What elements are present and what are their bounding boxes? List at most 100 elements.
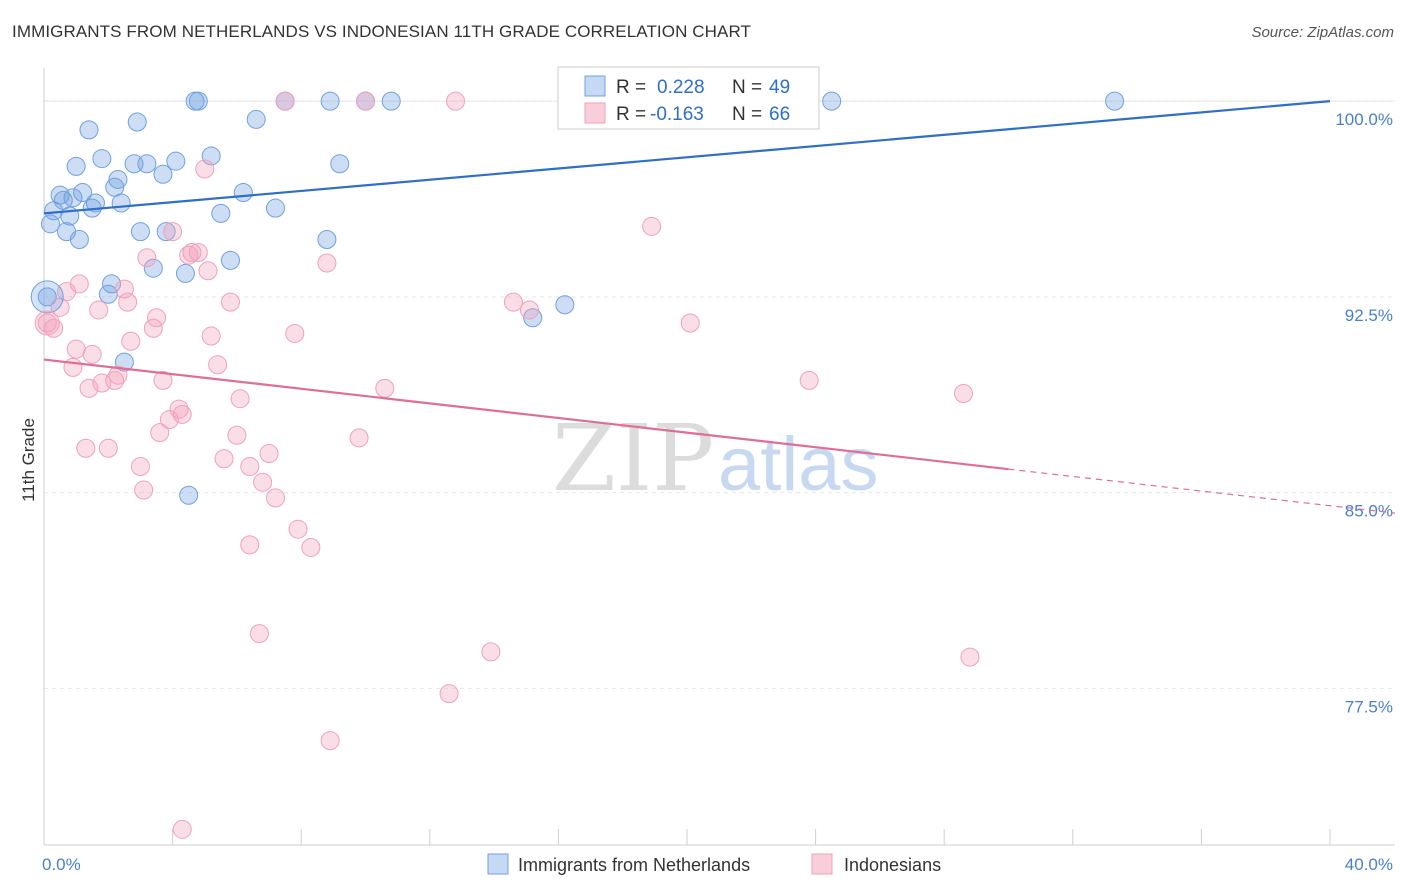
axes: 100.0% 92.5% 85.0% 77.5% 0.0% 40.0% bbox=[42, 68, 1395, 874]
bottom-legend-swatch-netherlands bbox=[487, 853, 509, 875]
point-indonesians bbox=[147, 308, 167, 328]
point-netherlands bbox=[320, 91, 340, 111]
point-netherlands bbox=[73, 183, 93, 202]
point-netherlands bbox=[381, 91, 401, 111]
point-netherlands bbox=[555, 295, 575, 315]
trend-line-indonesians-extension bbox=[1008, 468, 1396, 514]
point-indonesians bbox=[249, 624, 269, 644]
point-indonesians bbox=[44, 318, 64, 338]
legend-swatch-netherlands bbox=[584, 75, 606, 97]
point-indonesians bbox=[240, 457, 260, 477]
point-indonesians bbox=[230, 389, 250, 409]
point-netherlands bbox=[523, 308, 543, 328]
point-netherlands bbox=[127, 112, 147, 132]
point-indonesians bbox=[105, 370, 125, 390]
point-indonesians bbox=[195, 159, 215, 179]
point-indonesians bbox=[82, 344, 102, 364]
point-netherlands bbox=[822, 91, 842, 111]
point-indonesians bbox=[288, 519, 308, 539]
point-indonesians bbox=[349, 428, 369, 448]
watermark-zip: ZIP bbox=[552, 405, 714, 512]
point-indonesians bbox=[446, 91, 466, 111]
legend-r-value-indonesians: -0.163 bbox=[650, 104, 704, 125]
point-indonesians bbox=[172, 404, 192, 424]
point-netherlands bbox=[69, 229, 89, 249]
point-indonesians bbox=[182, 243, 202, 263]
point-indonesians bbox=[137, 248, 157, 268]
point-indonesians bbox=[259, 444, 279, 463]
point-indonesians bbox=[69, 274, 89, 294]
point-indonesians bbox=[503, 292, 523, 312]
point-netherlands bbox=[108, 169, 128, 189]
x-tick-label-max: 40.0% bbox=[1345, 855, 1393, 874]
point-indonesians bbox=[680, 313, 700, 333]
point-indonesians bbox=[214, 449, 234, 469]
point-netherlands-large bbox=[30, 280, 64, 314]
point-indonesians bbox=[220, 292, 240, 312]
point-indonesians bbox=[519, 300, 539, 320]
legend-r-value-netherlands: 0.228 bbox=[657, 77, 705, 98]
point-indonesians bbox=[642, 216, 662, 236]
point-indonesians bbox=[89, 300, 109, 320]
point-netherlands bbox=[1105, 91, 1125, 111]
point-indonesians bbox=[301, 537, 321, 557]
y-axis-label: 11th Grade bbox=[19, 418, 38, 502]
legend-swatch-indonesians bbox=[584, 102, 606, 124]
point-indonesians bbox=[375, 378, 395, 398]
point-indonesians-large bbox=[34, 310, 60, 336]
chart-source: Source: ZipAtlas.com bbox=[1251, 24, 1394, 41]
point-indonesians bbox=[356, 91, 375, 111]
bottom-legend-label-netherlands: Immigrants from Netherlands bbox=[518, 855, 750, 875]
legend-n-label-2: N = bbox=[732, 104, 762, 125]
point-netherlands bbox=[92, 149, 112, 169]
point-netherlands bbox=[265, 198, 285, 218]
point-indonesians bbox=[108, 365, 128, 385]
point-indonesians bbox=[198, 261, 218, 281]
point-netherlands bbox=[37, 287, 57, 307]
point-indonesians bbox=[143, 318, 163, 338]
point-indonesians bbox=[172, 819, 192, 839]
watermark-atlas: atlas bbox=[718, 422, 879, 507]
point-indonesians bbox=[66, 339, 86, 359]
point-netherlands bbox=[130, 222, 150, 242]
point-indonesians bbox=[201, 326, 221, 346]
point-indonesians bbox=[79, 378, 99, 398]
point-indonesians bbox=[121, 331, 141, 351]
point-indonesians bbox=[118, 292, 138, 312]
point-indonesians bbox=[240, 535, 260, 555]
point-indonesians bbox=[227, 425, 247, 445]
point-indonesians bbox=[320, 731, 340, 751]
point-indonesians bbox=[481, 642, 501, 662]
point-indonesians bbox=[265, 488, 285, 508]
legend-n-value-indonesians: 66 bbox=[769, 104, 790, 125]
point-netherlands bbox=[66, 156, 86, 176]
point-netherlands bbox=[102, 274, 122, 294]
trend-lines bbox=[43, 100, 1396, 514]
point-netherlands bbox=[188, 91, 208, 111]
point-indonesians bbox=[130, 457, 150, 477]
legend-n-value-netherlands: 49 bbox=[769, 77, 790, 98]
point-indonesians bbox=[37, 313, 57, 333]
legend-n-label-1: N = bbox=[732, 77, 762, 98]
legend-r-label-2: R = bbox=[616, 104, 646, 125]
point-indonesians bbox=[953, 383, 973, 403]
y-tick-label: 92.5% bbox=[1345, 306, 1393, 325]
point-netherlands bbox=[153, 164, 173, 184]
point-indonesians bbox=[169, 399, 189, 419]
point-indonesians bbox=[153, 370, 173, 390]
point-indonesians bbox=[159, 410, 179, 430]
point-indonesians bbox=[317, 253, 337, 273]
x-tick-label-min: 0.0% bbox=[42, 855, 81, 874]
point-indonesians bbox=[76, 438, 96, 458]
y-tick-label: 85.0% bbox=[1345, 502, 1393, 521]
point-indonesians bbox=[439, 684, 459, 704]
point-netherlands bbox=[156, 222, 176, 242]
trend-line-indonesians bbox=[43, 358, 1009, 471]
bottom-legend-label-indonesians: Indonesians bbox=[844, 855, 941, 875]
point-netherlands bbox=[143, 258, 163, 278]
point-netherlands bbox=[175, 263, 195, 283]
point-indonesians bbox=[275, 91, 295, 111]
point-indonesians bbox=[98, 438, 118, 458]
trend-line-netherlands bbox=[43, 100, 1331, 215]
